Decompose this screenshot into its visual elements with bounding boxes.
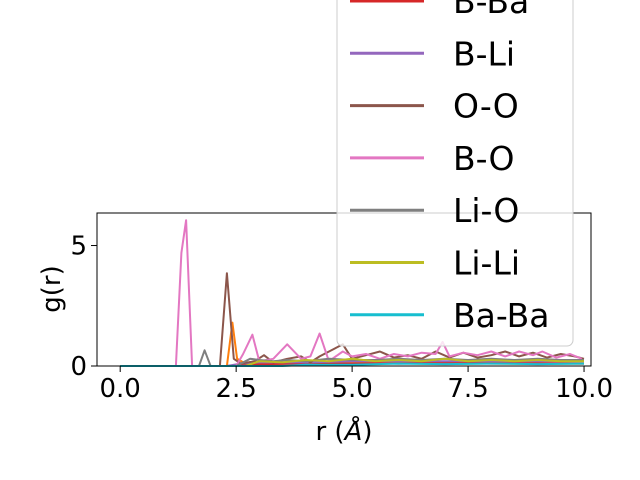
x-tick-label: 2.5 [215, 374, 256, 404]
x-tick-label: 7.5 [447, 374, 488, 404]
x-tick-label: 10.0 [555, 374, 613, 404]
series-line-li-li [120, 357, 584, 367]
legend-box [336, 0, 574, 347]
y-tick-label: 5 [70, 232, 87, 262]
x-tick-label: 0.0 [100, 374, 141, 404]
y-axis-label: g(r) [37, 265, 67, 312]
x-tick-label: 5.0 [331, 374, 372, 404]
legend-label-b-li: B-Li [453, 34, 515, 73]
x-axis-ticks: 0.0 2.5 5.0 7.5 10.0 [100, 366, 613, 404]
y-axis-ticks: 05 [70, 232, 97, 382]
legend-label-li-li: Li-Li [453, 244, 520, 283]
x-axis-label: r (Å) [315, 415, 372, 447]
legend: B-Ba B-Li O-O B-O Li-O Li-Li Ba-Ba [336, 0, 574, 347]
legend-label-li-o: Li-O [453, 191, 519, 230]
legend-label-ba-ba: Ba-Ba [453, 296, 549, 335]
legend-label-o-o: O-O [453, 87, 519, 126]
series-line-b-o [120, 219, 583, 367]
y-tick-label: 0 [70, 352, 87, 382]
legend-label-b-o: B-O [453, 139, 514, 178]
legend-label-b-ba: B-Ba [453, 0, 529, 21]
